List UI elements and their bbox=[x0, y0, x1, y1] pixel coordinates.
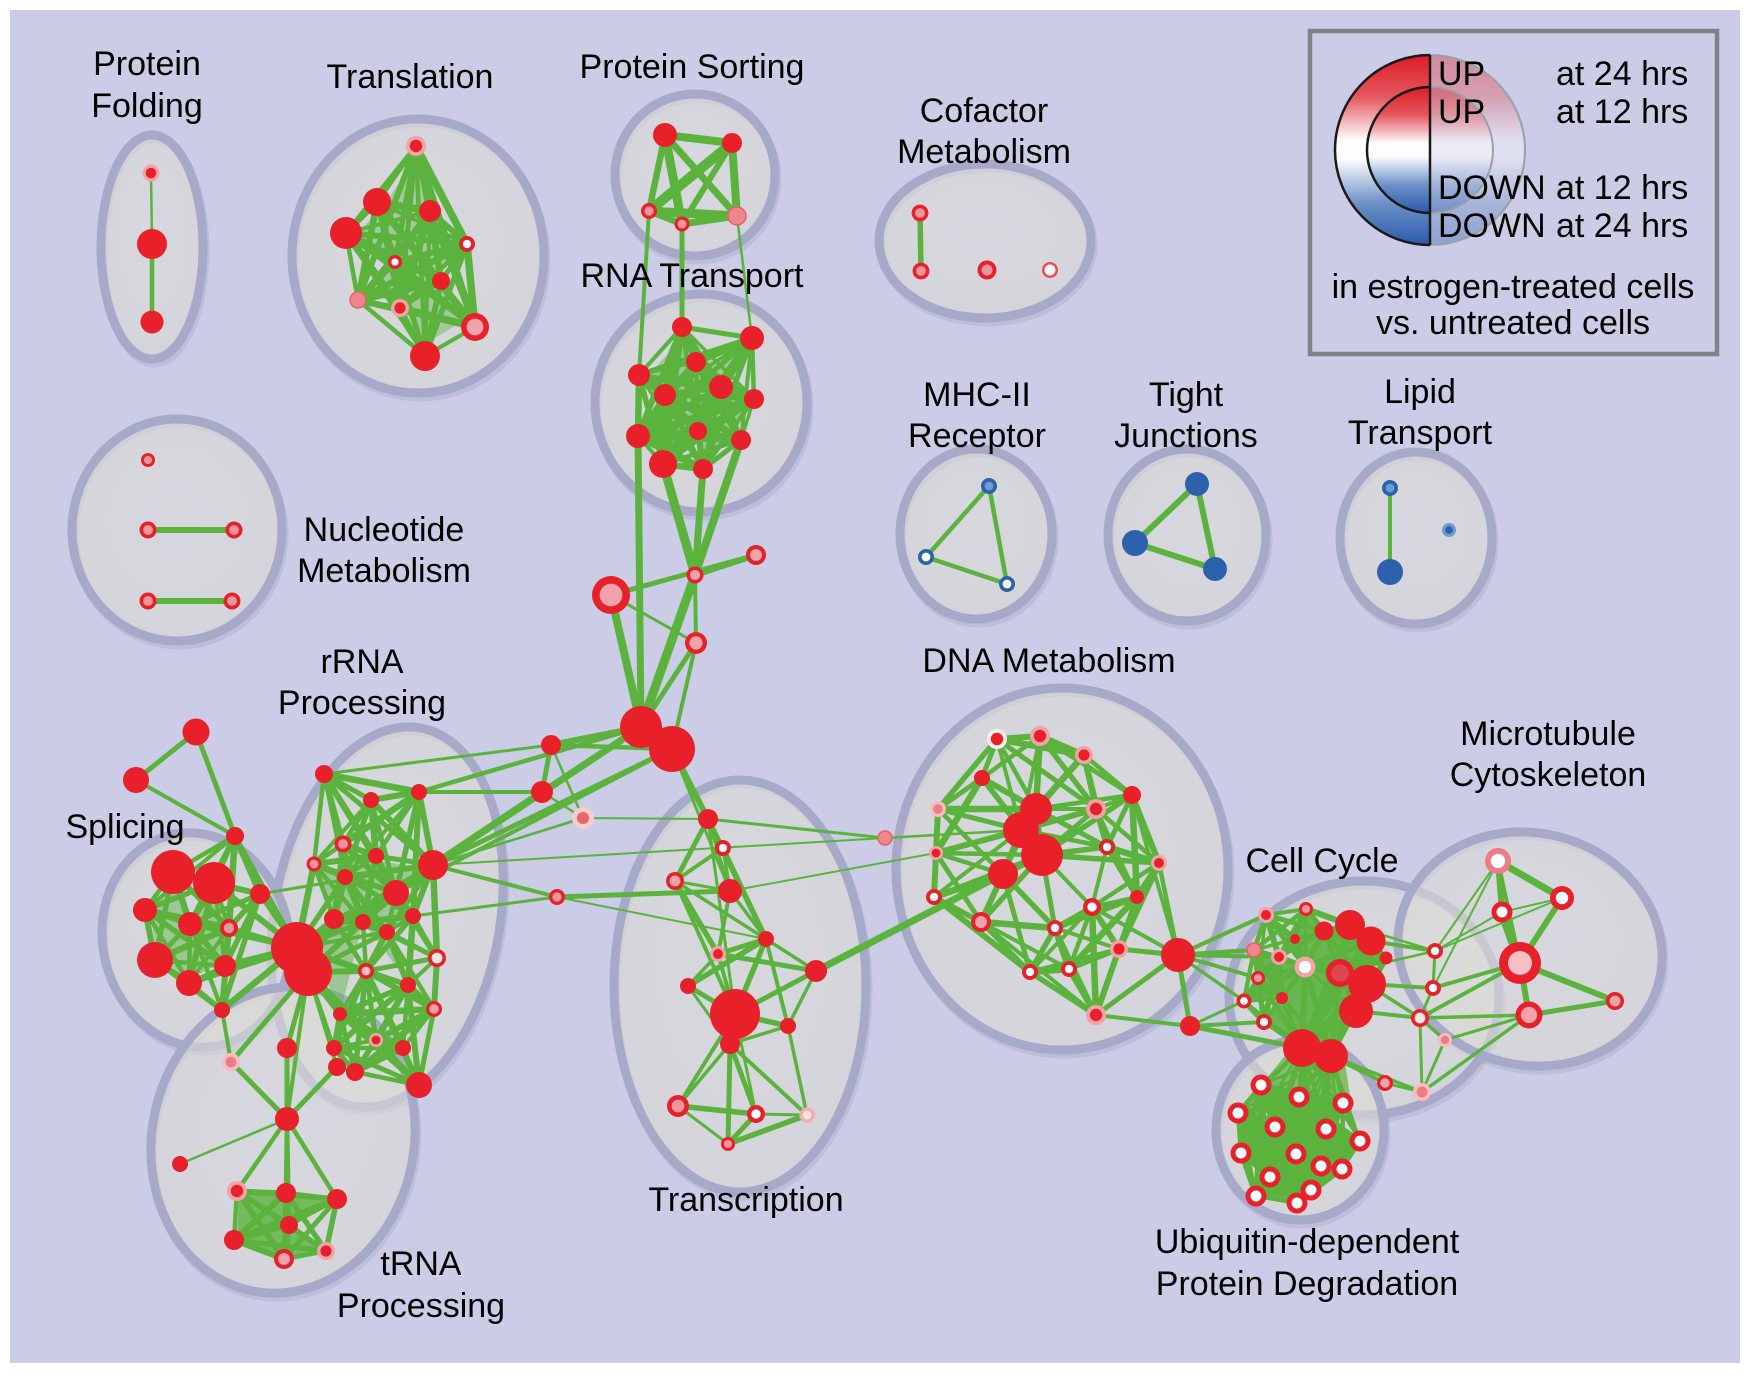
svg-text:Translation: Translation bbox=[327, 58, 494, 96]
svg-text:MHC-II: MHC-II bbox=[923, 376, 1031, 414]
svg-text:DNA Metabolism: DNA Metabolism bbox=[922, 642, 1175, 680]
svg-text:Processing: Processing bbox=[278, 684, 446, 722]
svg-text:UP: UP bbox=[1438, 55, 1485, 93]
svg-text:DOWN: DOWN bbox=[1438, 207, 1546, 245]
svg-text:Cytoskeleton: Cytoskeleton bbox=[1450, 756, 1647, 794]
svg-text:at 24 hrs: at 24 hrs bbox=[1556, 207, 1688, 245]
svg-text:DOWN: DOWN bbox=[1438, 169, 1546, 207]
svg-text:rRNA: rRNA bbox=[320, 643, 403, 681]
svg-text:Lipid: Lipid bbox=[1384, 373, 1456, 411]
svg-text:Transport: Transport bbox=[1348, 414, 1493, 452]
svg-text:Nucleotide: Nucleotide bbox=[304, 511, 465, 549]
svg-text:at 12 hrs: at 12 hrs bbox=[1556, 169, 1688, 207]
svg-text:at 12 hrs: at 12 hrs bbox=[1556, 93, 1688, 131]
svg-text:Metabolism: Metabolism bbox=[897, 133, 1071, 171]
svg-text:Protein Sorting: Protein Sorting bbox=[580, 48, 805, 86]
svg-text:Protein: Protein bbox=[93, 45, 201, 83]
svg-text:Receptor: Receptor bbox=[908, 417, 1046, 455]
svg-text:RNA Transport: RNA Transport bbox=[581, 257, 805, 295]
svg-text:Metabolism: Metabolism bbox=[297, 552, 471, 590]
svg-text:Cell Cycle: Cell Cycle bbox=[1245, 842, 1398, 880]
svg-text:Tight: Tight bbox=[1149, 376, 1224, 414]
svg-text:Cofactor: Cofactor bbox=[920, 92, 1049, 130]
svg-text:Junctions: Junctions bbox=[1114, 417, 1258, 455]
svg-text:Protein Degradation: Protein Degradation bbox=[1156, 1265, 1458, 1303]
svg-text:tRNA: tRNA bbox=[380, 1245, 462, 1283]
svg-text:Microtubule: Microtubule bbox=[1460, 715, 1636, 753]
svg-text:Ubiquitin-dependent: Ubiquitin-dependent bbox=[1155, 1223, 1460, 1261]
svg-text:Transcription: Transcription bbox=[648, 1181, 843, 1219]
svg-text:vs. untreated cells: vs. untreated cells bbox=[1376, 304, 1650, 342]
svg-text:at 24 hrs: at 24 hrs bbox=[1556, 55, 1688, 93]
svg-text:Processing: Processing bbox=[337, 1287, 505, 1325]
svg-text:Folding: Folding bbox=[91, 87, 203, 125]
svg-text:in estrogen-treated cells: in estrogen-treated cells bbox=[1332, 268, 1695, 306]
svg-text:UP: UP bbox=[1438, 93, 1485, 131]
svg-text:Splicing: Splicing bbox=[65, 808, 184, 846]
